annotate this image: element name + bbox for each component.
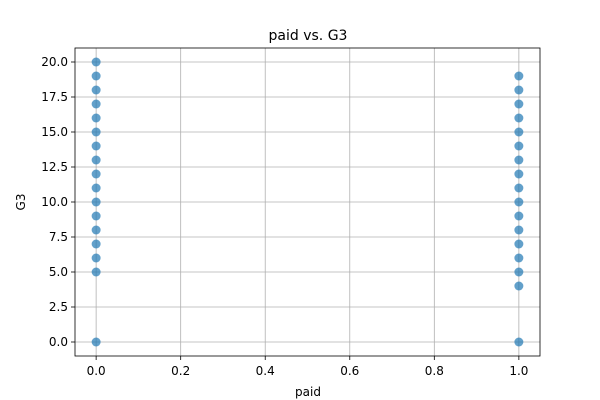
data-point xyxy=(91,267,101,277)
data-point xyxy=(514,141,524,151)
y-tick-label: 17.5 xyxy=(41,90,68,104)
data-point xyxy=(91,155,101,165)
data-point xyxy=(91,197,101,207)
grid-lines xyxy=(75,48,540,356)
data-point xyxy=(91,239,101,249)
x-tick-label: 0.4 xyxy=(256,364,275,378)
data-point xyxy=(514,113,524,123)
data-point xyxy=(91,337,101,347)
x-tick-label: 0.0 xyxy=(87,364,106,378)
data-point xyxy=(91,169,101,179)
chart-title: paid vs. G3 xyxy=(269,28,348,44)
y-tick-label: 10.0 xyxy=(41,195,68,209)
data-point xyxy=(514,225,524,235)
data-point xyxy=(91,113,101,123)
y-tick-label: 2.5 xyxy=(49,300,68,314)
data-point xyxy=(514,337,524,347)
data-point xyxy=(514,239,524,249)
data-point xyxy=(91,183,101,193)
data-point xyxy=(91,85,101,95)
data-point xyxy=(514,155,524,165)
x-axis-title: paid xyxy=(295,385,321,399)
data-point xyxy=(91,211,101,221)
data-point xyxy=(514,127,524,137)
x-tick-label: 1.0 xyxy=(509,364,528,378)
data-point xyxy=(514,211,524,221)
data-point xyxy=(91,71,101,81)
data-point xyxy=(91,225,101,235)
data-point xyxy=(91,99,101,109)
y-tick-label: 5.0 xyxy=(49,265,68,279)
y-tick-label: 20.0 xyxy=(41,55,68,69)
x-tick-label: 0.6 xyxy=(340,364,359,378)
data-point xyxy=(514,267,524,277)
data-point xyxy=(514,183,524,193)
data-points xyxy=(91,57,524,347)
data-point xyxy=(91,141,101,151)
data-point xyxy=(91,127,101,137)
data-point xyxy=(91,253,101,263)
y-axis-title: G3 xyxy=(14,194,28,211)
data-point xyxy=(514,253,524,263)
y-tick-label: 12.5 xyxy=(41,160,68,174)
x-tick-label: 0.2 xyxy=(171,364,190,378)
data-point xyxy=(514,71,524,81)
x-axis-ticks: 0.0 0.2 0.4 0.6 0.8 1.0 xyxy=(87,356,528,378)
data-point xyxy=(91,57,101,67)
y-tick-label: 0.0 xyxy=(49,335,68,349)
data-point xyxy=(514,169,524,179)
data-point xyxy=(514,85,524,95)
data-point xyxy=(514,197,524,207)
y-tick-label: 7.5 xyxy=(49,230,68,244)
x-tick-label: 0.8 xyxy=(425,364,444,378)
y-axis-ticks: 0.0 2.5 5.0 7.5 10.0 12.5 15.0 17.5 20.0 xyxy=(41,55,75,349)
y-tick-label: 15.0 xyxy=(41,125,68,139)
data-point xyxy=(514,99,524,109)
data-point xyxy=(514,281,524,291)
